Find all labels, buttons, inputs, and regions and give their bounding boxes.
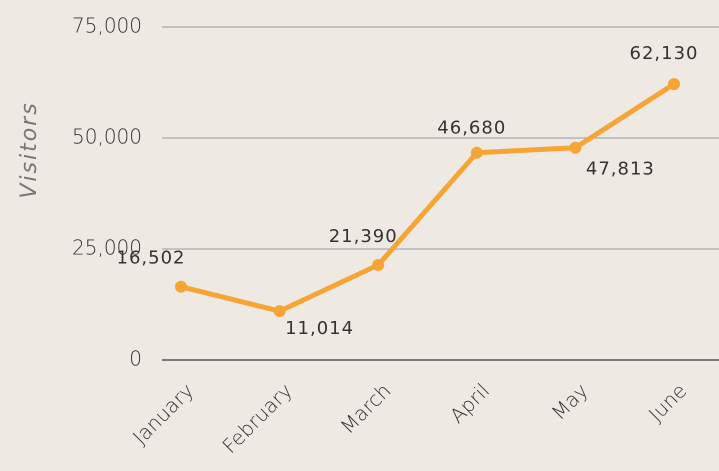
- data-label: 47,813: [586, 159, 655, 180]
- line: [180, 82, 676, 314]
- point: [273, 305, 286, 318]
- point: [569, 141, 582, 154]
- data-label: 11,014: [285, 318, 354, 339]
- y-axis-label: Visitors: [17, 101, 42, 198]
- y-tick-label: 25,000: [72, 236, 142, 260]
- point: [470, 146, 483, 159]
- point: [372, 259, 385, 272]
- y-tick-label: 50,000: [72, 125, 142, 149]
- y-tick-label: 0: [129, 347, 142, 371]
- point: [668, 78, 680, 91]
- data-label: 21,390: [329, 226, 398, 247]
- point: [175, 280, 187, 293]
- y-tick-label: 75,000: [72, 14, 142, 38]
- data-label: 46,680: [437, 118, 506, 139]
- data-label: 62,130: [630, 43, 699, 64]
- data-label: 16,502: [117, 248, 186, 269]
